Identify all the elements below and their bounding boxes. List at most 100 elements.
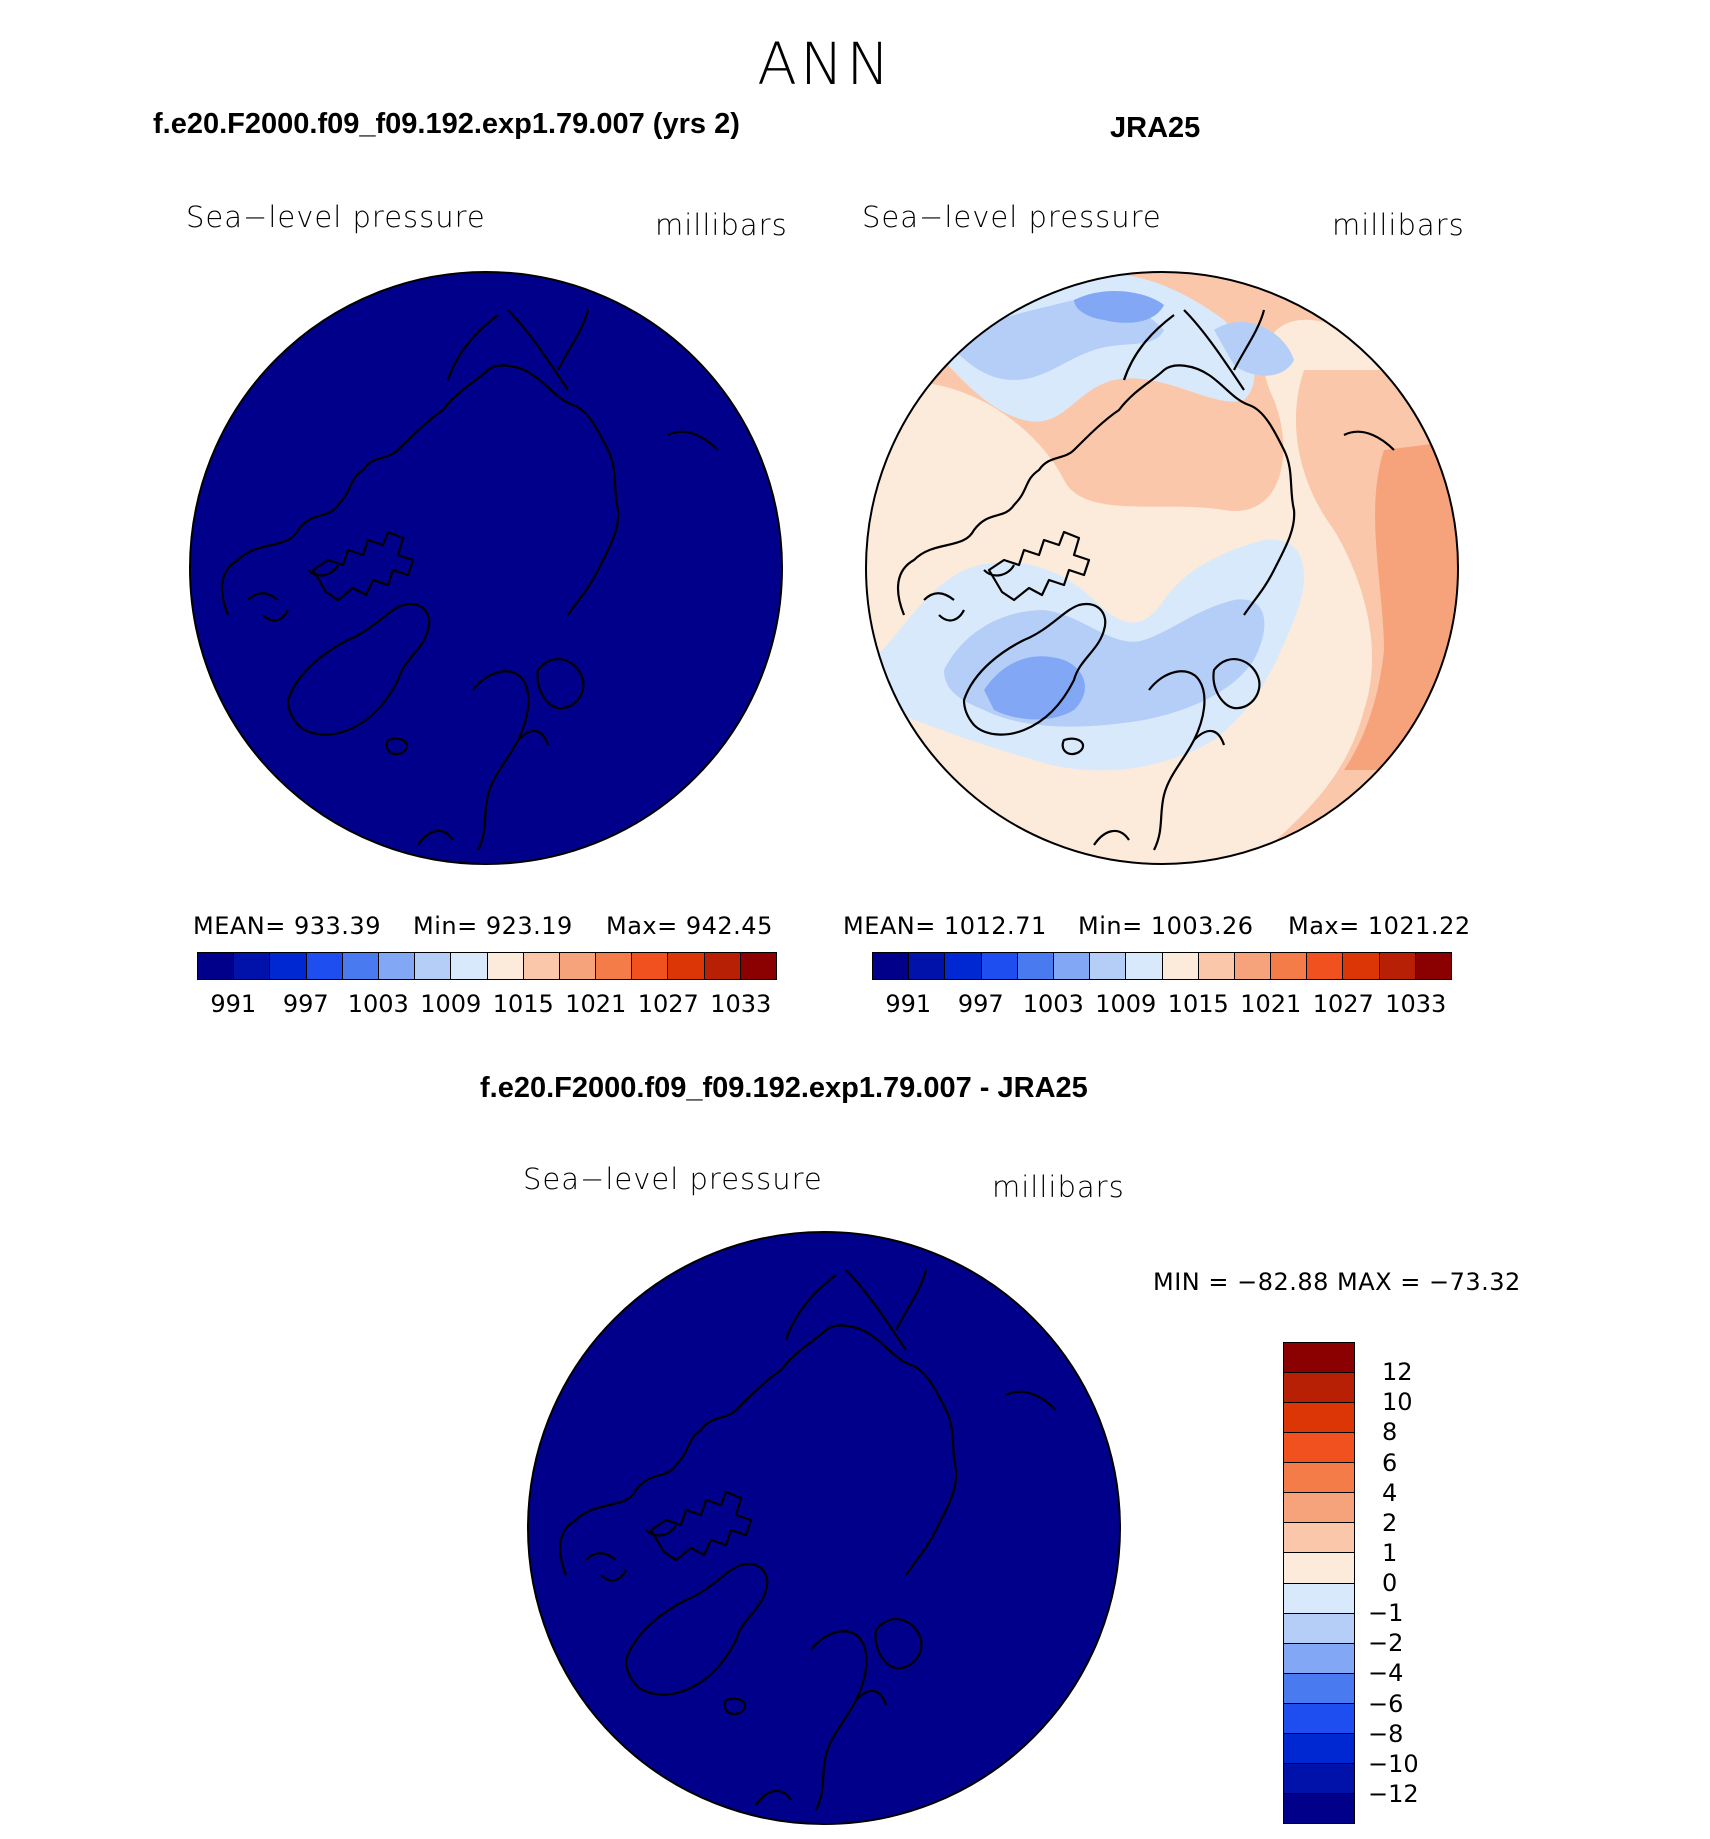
panel-1-colorbar-swatch-14 — [704, 953, 741, 979]
panel-2-colorbar-swatch-10 — [1234, 953, 1272, 979]
panel-1-colorbar-swatch-13 — [668, 953, 705, 979]
panel-2-colorbar-swatch-9 — [1198, 953, 1235, 979]
panel-3-colorbar-tick-label: 0 — [1382, 1569, 1398, 1597]
coastline-outline — [221, 309, 719, 851]
panel-3-colorbar-tick-label: −1 — [1368, 1599, 1404, 1628]
panel-3-variable: Sea−level pressure — [523, 1162, 823, 1196]
panel-3-colorbar-swatch-12 — [1284, 1703, 1354, 1734]
panel-3-colorbar-swatch-4 — [1284, 1463, 1354, 1494]
panel-1-colorbar-tick-label: 1015 — [492, 990, 554, 1018]
panel-3-colorbar-swatch-13 — [1284, 1733, 1354, 1764]
panel-3-colorbar-tick-label: −2 — [1368, 1629, 1404, 1658]
coastline-outline — [559, 1269, 1057, 1811]
main-title: ANN — [757, 30, 893, 98]
panel-2-colorbar-swatch-15 — [1415, 953, 1451, 979]
panel-2-colorbar-swatch-2 — [945, 953, 982, 979]
panel-3-colorbar-swatch-3 — [1284, 1433, 1354, 1464]
panel-2-colorbar-swatch-7 — [1126, 953, 1163, 979]
panel-3-colorbar-swatch-7 — [1284, 1553, 1354, 1584]
panel-1-colorbar-tick-label: 1033 — [710, 990, 772, 1018]
panel-2-mean: MEAN= 1012.71 — [843, 912, 1047, 940]
panel-1-max: Max= 942.45 — [606, 912, 773, 940]
panel-1-title: f.e20.F2000.f09_f09.192.exp1.79.007 (yrs… — [153, 108, 740, 140]
panel-1-colorbar-swatch-0 — [198, 953, 235, 979]
panel-1-colorbar-labels: 991 997 1003 1009 1015 1021 1027 1033 — [197, 990, 777, 1020]
panel-1-map — [189, 271, 783, 865]
panel-3-colorbar-labels: 12 10 8 6 4 2 1 0 −1 −2 −4 −6 −8 −10 −12 — [1368, 1342, 1448, 1824]
panel-2-colorbar-swatch-0 — [873, 953, 910, 979]
panel-2-colorbar-tick-label: 1003 — [1022, 990, 1084, 1018]
panel-2-colorbar-tick-label: 1027 — [1312, 990, 1374, 1018]
panel-2-min: Min= 1003.26 — [1078, 912, 1254, 940]
panel-1-colorbar-swatch-15 — [740, 953, 776, 979]
panel-2-title: JRA25 — [1110, 112, 1201, 144]
panel-1-colorbar-swatch-3 — [306, 953, 343, 979]
panel-3-colorbar-tick-label: −4 — [1368, 1659, 1404, 1688]
panel-2-max: Max= 1021.22 — [1288, 912, 1471, 940]
panel-3-title: f.e20.F2000.f09_f09.192.exp1.79.007 - JR… — [480, 1072, 1088, 1104]
panel-2-colorbar-swatch-8 — [1162, 953, 1199, 979]
panel-1-colorbar-swatch-11 — [596, 953, 633, 979]
panel-1-colorbar-swatch-9 — [523, 953, 560, 979]
panel-3-colorbar-swatch-6 — [1284, 1523, 1354, 1554]
panel-2-colorbar-swatch-14 — [1379, 953, 1416, 979]
panel-3-colorbar-tick-label: 12 — [1382, 1358, 1413, 1387]
panel-1-colorbar-swatch-5 — [378, 953, 416, 979]
panel-1-colorbar-swatch-12 — [632, 953, 669, 979]
panel-1-colorbar-swatch-7 — [451, 953, 488, 979]
panel-3-colorbar-swatch-9 — [1284, 1613, 1354, 1644]
panel-2-colorbar-swatch-11 — [1271, 953, 1308, 979]
panel-2-colorbar-swatch-13 — [1343, 953, 1380, 979]
panel-3-colorbar-swatch-15 — [1284, 1793, 1354, 1823]
panel-2-colorbar-tick-label: 1009 — [1095, 990, 1157, 1018]
panel-3-colorbar-swatch-14 — [1284, 1763, 1354, 1794]
panel-2-colorbar-labels: 991 997 1003 1009 1015 1021 1027 1033 — [872, 990, 1452, 1020]
panel-1-variable: Sea−level pressure — [186, 200, 486, 234]
panel-1-min: Min= 923.19 — [413, 912, 573, 940]
coastline-outline — [897, 309, 1395, 851]
panel-3-minmax: MIN = −82.88 MAX = −73.32 — [1153, 1268, 1521, 1296]
panel-1-colorbar-tick-label: 1027 — [637, 990, 699, 1018]
panel-2-colorbar-swatch-5 — [1053, 953, 1091, 979]
panel-3-map — [527, 1231, 1121, 1825]
panel-3-colorbar-tick-label: −12 — [1368, 1779, 1419, 1808]
panel-2-colorbar-swatch-6 — [1090, 953, 1127, 979]
panel-3-colorbar — [1283, 1342, 1355, 1824]
panel-1-colorbar-swatch-2 — [270, 953, 307, 979]
panel-2-colorbar-tick-label: 1021 — [1240, 990, 1302, 1018]
panel-2-colorbar-tick-label: 991 — [885, 990, 932, 1018]
panel-3-colorbar-swatch-8 — [1284, 1583, 1354, 1614]
panel-1-colorbar-swatch-10 — [559, 953, 597, 979]
panel-2-variable: Sea−level pressure — [862, 200, 1162, 234]
panel-2-colorbar — [872, 952, 1452, 980]
panel-3-colorbar-swatch-0 — [1284, 1343, 1354, 1374]
panel-3-colorbar-tick-label: 1 — [1382, 1538, 1398, 1567]
panel-3-colorbar-tick-label: 6 — [1382, 1448, 1398, 1477]
panel-2-colorbar-tick-label: 1015 — [1167, 990, 1229, 1018]
panel-3-colorbar-tick-label: −10 — [1368, 1749, 1419, 1778]
panel-3-colorbar-swatch-1 — [1284, 1373, 1354, 1404]
panel-1-colorbar-swatch-6 — [415, 953, 452, 979]
panel-3-colorbar-tick-label: −6 — [1368, 1689, 1404, 1718]
panel-1-colorbar-swatch-8 — [487, 953, 524, 979]
panel-2-colorbar-tick-label: 997 — [957, 990, 1004, 1018]
panel-3-colorbar-swatch-11 — [1284, 1673, 1354, 1704]
panel-3-colorbar-swatch-2 — [1284, 1403, 1354, 1434]
panel-2-colorbar-swatch-12 — [1307, 953, 1344, 979]
panel-3-colorbar-tick-label: −8 — [1368, 1719, 1404, 1748]
panel-2-colorbar-swatch-3 — [981, 953, 1018, 979]
panel-3-units: millibars — [992, 1170, 1125, 1204]
panel-1-colorbar-tick-label: 1021 — [565, 990, 627, 1018]
panel-1-colorbar — [197, 952, 777, 980]
panel-3-colorbar-tick-label: 2 — [1382, 1508, 1398, 1537]
panel-1-colorbar-tick-label: 1009 — [420, 990, 482, 1018]
panel-3-colorbar-tick-label: 8 — [1382, 1418, 1398, 1447]
panel-2-colorbar-swatch-4 — [1017, 953, 1054, 979]
panel-3-colorbar-swatch-5 — [1284, 1493, 1354, 1524]
panel-1-mean: MEAN= 933.39 — [193, 912, 381, 940]
panel-1-colorbar-tick-label: 991 — [210, 990, 257, 1018]
panel-3-colorbar-swatch-10 — [1284, 1643, 1354, 1674]
panel-1-colorbar-tick-label: 997 — [282, 990, 329, 1018]
panel-3-colorbar-tick-label: 10 — [1382, 1388, 1413, 1417]
panel-3-colorbar-tick-label: 4 — [1382, 1478, 1398, 1507]
